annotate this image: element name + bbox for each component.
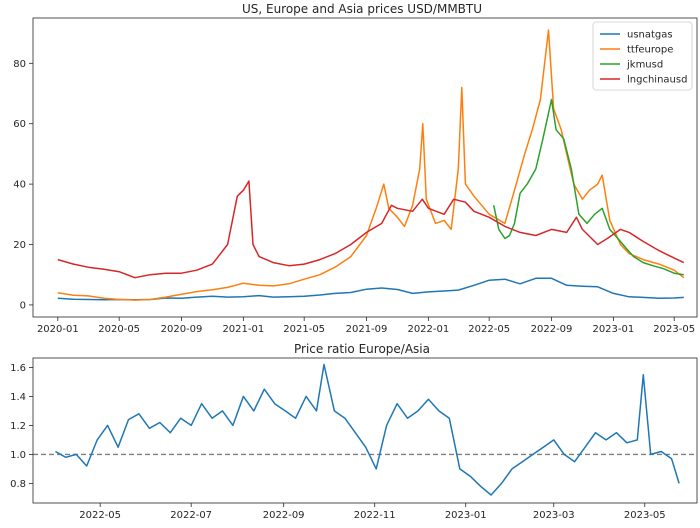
lngchinausd-legend-label: lngchinausd — [627, 75, 687, 86]
y-tick-label: 0 — [20, 300, 26, 311]
y-tick-label: 0.8 — [10, 479, 26, 490]
x-tick-label: 2022-09 — [531, 324, 573, 335]
x-tick-label: 2022-09 — [263, 510, 305, 521]
prices-chart: US, Europe and Asia prices USD/MMBTU 202… — [13, 2, 698, 335]
lngchinausd-series-line — [57, 180, 685, 279]
y-tick-label: 1.0 — [10, 450, 26, 461]
y-tick-label: 80 — [13, 59, 26, 70]
x-tick-label: 2022-11 — [354, 510, 396, 521]
x-tick-label: 2022-01 — [407, 324, 449, 335]
y-tick-label: 1.2 — [10, 421, 26, 432]
ttfeurope-series-line — [57, 29, 685, 301]
x-tick-label: 2021-09 — [346, 324, 388, 335]
y-tick-label: 1.4 — [10, 392, 26, 403]
x-tick-label: 2020-05 — [98, 324, 140, 335]
x-tick-label: 2021-05 — [283, 324, 325, 335]
x-tick-label: 2022-05 — [468, 324, 510, 335]
prices-y-axis: 0 20 40 60 80 — [13, 59, 33, 311]
y-tick-label: 60 — [13, 119, 26, 130]
prices-x-axis: 2020-01 2020-05 2020-09 2021-01 2021-05 2021-… — [37, 317, 695, 335]
x-tick-label: 2023-01 — [445, 510, 487, 521]
x-tick-label: 2021-01 — [222, 324, 264, 335]
prices-axes-frame — [32, 17, 698, 318]
usnatgas-legend-label: usnatgas — [627, 30, 673, 41]
ratio-x-axis: 2022-05 2022-07 2022-09 2022-11 2023-01 2023-… — [79, 503, 666, 521]
x-tick-label: 2023-05 — [653, 324, 695, 335]
prices-chart-title: US, Europe and Asia prices USD/MMBTU — [242, 2, 482, 16]
x-tick-label: 2020-01 — [37, 324, 79, 335]
x-tick-label: 2022-07 — [170, 510, 212, 521]
ttfeurope-legend-label: ttfeurope — [627, 45, 673, 56]
ratio-series-line — [55, 363, 680, 496]
ratio-y-axis: 0.8 1.0 1.2 1.4 1.6 — [10, 363, 33, 490]
ratio-plot-area — [33, 363, 697, 496]
ratio-chart-title: Price ratio Europe/Asia — [294, 342, 430, 356]
x-tick-label: 2020-09 — [161, 324, 203, 335]
usnatgas-series-line — [57, 277, 684, 301]
x-tick-label: 2023-05 — [624, 510, 666, 521]
x-tick-label: 2022-05 — [79, 510, 121, 521]
x-tick-label: 2023-03 — [533, 510, 575, 521]
y-tick-label: 1.6 — [10, 363, 26, 374]
prices-plot-area — [57, 29, 685, 301]
y-tick-label: 20 — [13, 240, 26, 251]
x-tick-label: 2023-01 — [592, 324, 634, 335]
ratio-axes-frame — [32, 357, 698, 504]
jkmusd-series-line — [492, 98, 684, 276]
prices-legend: usnatgas ttfeurope jkmusd lngchinausd — [592, 21, 693, 91]
jkmusd-legend-label: jkmusd — [626, 60, 663, 71]
legend-box — [592, 21, 693, 91]
y-tick-label: 40 — [13, 180, 26, 191]
ratio-chart: Price ratio Europe/Asia 2022-05 2022-07 20… — [10, 342, 698, 521]
